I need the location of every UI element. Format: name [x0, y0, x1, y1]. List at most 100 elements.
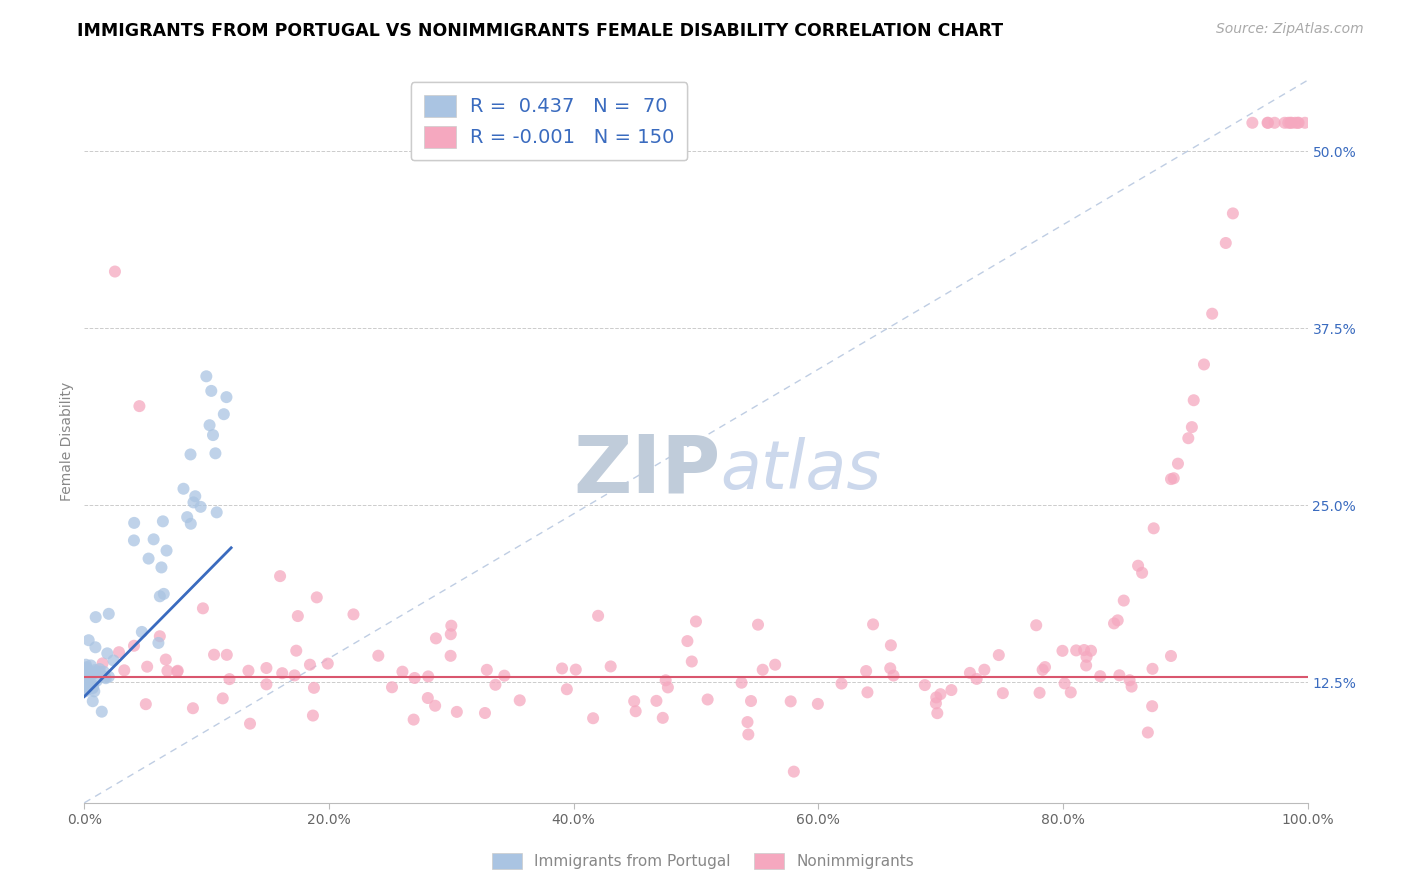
Point: [1130, 566, 1153, 580]
Point: [75, 679, 97, 693]
Point: [283, 668, 305, 682]
Point: [83, 665, 105, 680]
Point: [929, 687, 952, 701]
Point: [927, 706, 949, 721]
Point: [439, 648, 461, 663]
Point: [75, 661, 97, 675]
Point: [1052, 644, 1074, 658]
Point: [190, 500, 212, 514]
Point: [135, 697, 157, 711]
Point: [285, 643, 308, 657]
Point: [1033, 660, 1056, 674]
Point: [269, 569, 291, 583]
Point: [423, 698, 446, 713]
Point: [1108, 668, 1130, 682]
Point: [623, 694, 645, 708]
Point: [191, 601, 214, 615]
Point: [181, 701, 204, 715]
Point: [184, 489, 207, 503]
Point: [205, 505, 228, 519]
Point: [215, 390, 238, 404]
Point: [624, 704, 647, 718]
Point: [155, 652, 177, 666]
Point: [90, 705, 112, 719]
Point: [1277, 116, 1299, 130]
Point: [1167, 457, 1189, 471]
Point: [122, 516, 145, 530]
Point: [1257, 116, 1279, 130]
Point: [89, 665, 111, 679]
Point: [75, 679, 97, 693]
Point: [856, 685, 879, 699]
Point: [112, 663, 135, 677]
Point: [212, 407, 235, 421]
Point: [198, 418, 221, 433]
Point: [494, 668, 516, 682]
Point: [238, 664, 260, 678]
Point: [1163, 471, 1185, 485]
Point: [1073, 643, 1095, 657]
Point: [1118, 673, 1140, 688]
Point: [79, 666, 101, 681]
Point: [108, 645, 131, 659]
Point: [1257, 116, 1279, 130]
Point: [84, 640, 107, 655]
Legend: Immigrants from Portugal, Nonimmigrants: Immigrants from Portugal, Nonimmigrants: [485, 847, 921, 875]
Point: [1142, 662, 1164, 676]
Point: [862, 617, 884, 632]
Point: [152, 587, 174, 601]
Point: [783, 764, 806, 779]
Point: [855, 664, 877, 678]
Point: [807, 697, 830, 711]
Point: [657, 681, 679, 695]
Point: [565, 663, 588, 677]
Point: [367, 648, 389, 663]
Point: [440, 618, 463, 632]
Point: [76, 682, 98, 697]
Point: [676, 634, 699, 648]
Point: [76, 670, 98, 684]
Point: [879, 661, 901, 675]
Point: [94, 671, 117, 685]
Point: [155, 543, 177, 558]
Point: [1281, 116, 1303, 130]
Point: [1286, 116, 1309, 130]
Point: [880, 638, 903, 652]
Point: [763, 657, 786, 672]
Point: [138, 551, 160, 566]
Point: [1107, 613, 1129, 627]
Point: [298, 657, 321, 672]
Point: [1201, 307, 1223, 321]
Point: [176, 510, 198, 524]
Point: [1181, 420, 1204, 434]
Point: [740, 694, 762, 708]
Point: [1264, 116, 1286, 130]
Point: [1160, 648, 1182, 663]
Point: [1279, 116, 1302, 130]
Point: [1192, 358, 1215, 372]
Point: [302, 681, 325, 695]
Point: [966, 672, 988, 686]
Point: [1222, 206, 1244, 220]
Point: [747, 617, 769, 632]
Point: [80, 658, 103, 673]
Point: [1288, 116, 1310, 130]
Point: [131, 624, 153, 639]
Point: [215, 648, 238, 662]
Point: [96, 646, 118, 660]
Point: [79, 678, 101, 692]
Point: [97, 607, 120, 621]
Point: [201, 428, 224, 442]
Point: [599, 659, 621, 673]
Point: [82, 678, 104, 692]
Point: [180, 447, 202, 461]
Point: [1274, 116, 1296, 130]
Point: [316, 657, 339, 671]
Point: [1102, 616, 1125, 631]
Point: [79, 681, 101, 695]
Point: [166, 665, 188, 679]
Text: Source: ZipAtlas.com: Source: ZipAtlas.com: [1216, 22, 1364, 37]
Point: [148, 636, 170, 650]
Point: [89, 662, 111, 676]
Point: [696, 692, 718, 706]
